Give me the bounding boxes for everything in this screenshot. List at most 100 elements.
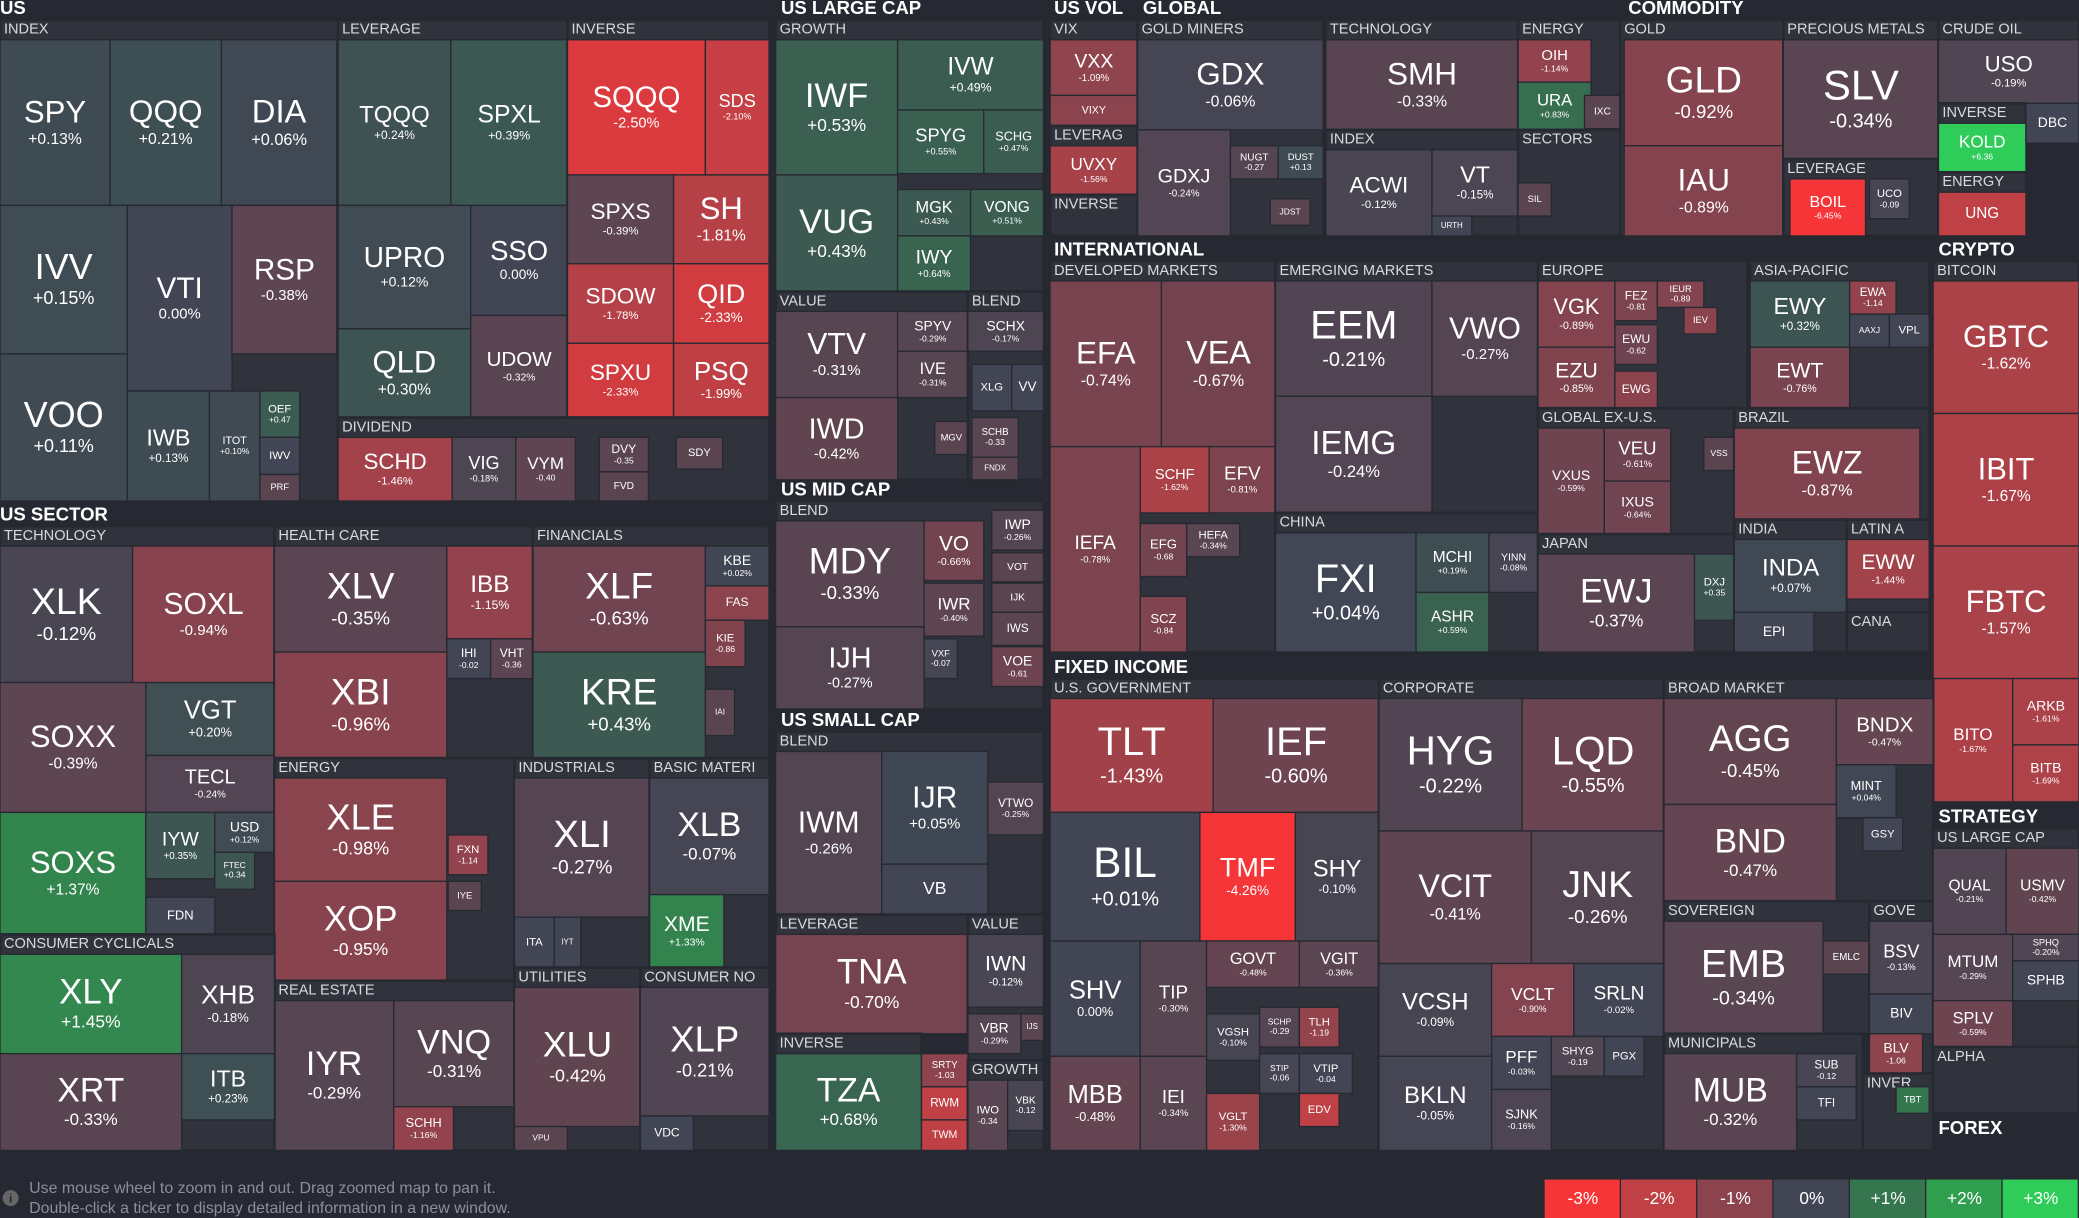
ticker-change[interactable]: -1.06 bbox=[1886, 1056, 1906, 1066]
ticker-tile[interactable] bbox=[991, 509, 1045, 551]
ticker-tile[interactable] bbox=[1932, 545, 2079, 680]
ticker-tile[interactable] bbox=[1749, 346, 1851, 409]
ticker-change[interactable]: -0.12% bbox=[1361, 199, 1397, 211]
ticker-label[interactable]: SPXS bbox=[590, 199, 650, 224]
ticker-change[interactable]: -0.05% bbox=[1416, 1109, 1454, 1123]
ticker-label[interactable]: SCHP bbox=[1268, 1017, 1292, 1027]
ticker-tile[interactable] bbox=[0, 1052, 183, 1152]
ticker-label[interactable]: FNDX bbox=[984, 464, 1006, 473]
ticker-label[interactable]: IWB bbox=[146, 425, 190, 451]
ticker-tile[interactable] bbox=[1139, 940, 1208, 1057]
ticker-label[interactable]: IEFA bbox=[1075, 533, 1117, 554]
ticker-label[interactable]: VPL bbox=[1899, 325, 1920, 337]
ticker-label[interactable]: SRLN bbox=[1593, 984, 1644, 1005]
ticker-change[interactable]: +0.04% bbox=[1312, 603, 1380, 625]
ticker-tile[interactable] bbox=[774, 174, 899, 293]
ticker-tile[interactable] bbox=[971, 456, 1019, 481]
ticker-change[interactable]: -0.60% bbox=[1265, 766, 1328, 788]
ticker-change[interactable]: -0.59% bbox=[1558, 483, 1586, 493]
ticker-tile[interactable] bbox=[273, 880, 448, 982]
ticker-label[interactable]: IJS bbox=[1026, 1022, 1037, 1031]
ticker-change[interactable]: -0.87% bbox=[1802, 482, 1853, 500]
ticker-change[interactable]: -1.03 bbox=[935, 1070, 955, 1080]
ticker-label[interactable]: TNA bbox=[837, 953, 907, 992]
ticker-label[interactable]: FAS bbox=[726, 595, 749, 609]
ticker-tile[interactable] bbox=[1049, 697, 1214, 814]
ticker-change[interactable]: -1.09% bbox=[1079, 73, 1110, 84]
ticker-change[interactable]: -0.19% bbox=[1991, 78, 2026, 90]
ticker-label[interactable]: IJH bbox=[828, 643, 871, 675]
ticker-label[interactable]: EDV bbox=[1308, 1104, 1332, 1116]
ticker-tile[interactable] bbox=[1431, 149, 1519, 217]
ticker-change[interactable]: -0.36% bbox=[1326, 967, 1354, 977]
ticker-tile[interactable] bbox=[896, 109, 985, 175]
ticker-label[interactable]: FBTC bbox=[1966, 584, 2047, 619]
ticker-change[interactable]: +0.59% bbox=[1438, 625, 1468, 635]
ticker-label[interactable]: SLV bbox=[1823, 62, 1899, 109]
ticker-label[interactable]: INDA bbox=[1762, 555, 1819, 582]
ticker-tile[interactable] bbox=[1932, 280, 2079, 415]
ticker-change[interactable]: -0.47% bbox=[1868, 738, 1901, 749]
ticker-label[interactable]: VONG bbox=[984, 199, 1030, 216]
ticker-label[interactable]: SHV bbox=[1069, 976, 1122, 1004]
ticker-tile[interactable] bbox=[923, 638, 958, 680]
ticker-tile[interactable] bbox=[1269, 198, 1311, 226]
ticker-label[interactable]: TBT bbox=[1904, 1094, 1922, 1104]
ticker-change[interactable]: 0.00% bbox=[500, 267, 539, 282]
ticker-change[interactable]: -0.29% bbox=[1959, 971, 1987, 981]
ticker-tile[interactable] bbox=[1049, 1055, 1141, 1152]
ticker-tile[interactable] bbox=[1537, 346, 1616, 409]
ticker-tile[interactable] bbox=[450, 39, 569, 207]
ticker-tile[interactable] bbox=[145, 754, 276, 814]
ticker-label[interactable]: MTUM bbox=[1948, 952, 1999, 971]
ticker-label[interactable]: JNK bbox=[1562, 863, 1633, 905]
ticker-label[interactable]: ITA bbox=[526, 936, 543, 948]
ticker-change[interactable]: +0.83% bbox=[1540, 109, 1570, 119]
ticker-tile[interactable] bbox=[971, 416, 1019, 458]
ticker-tile[interactable] bbox=[881, 750, 989, 865]
ticker-tile[interactable] bbox=[1868, 920, 1934, 995]
ticker-change[interactable]: +0.53% bbox=[807, 115, 866, 135]
ticker-change[interactable]: -0.90% bbox=[1519, 1004, 1547, 1014]
ticker-label[interactable]: GDX bbox=[1196, 55, 1264, 91]
ticker-tile[interactable] bbox=[971, 363, 1013, 412]
ticker-label[interactable]: XLG bbox=[981, 382, 1004, 394]
ticker-tile[interactable] bbox=[1868, 993, 1934, 1035]
ticker-tile[interactable] bbox=[532, 651, 707, 759]
ticker-label[interactable]: QUAL bbox=[1949, 878, 1992, 895]
ticker-tile[interactable] bbox=[1603, 1035, 1645, 1077]
ticker-change[interactable]: -0.10% bbox=[1219, 1038, 1247, 1048]
ticker-tile[interactable] bbox=[1537, 553, 1696, 653]
ticker-change[interactable]: +0.39% bbox=[488, 128, 530, 142]
ticker-tile[interactable] bbox=[896, 188, 972, 237]
ticker-label[interactable]: SPYG bbox=[915, 125, 966, 146]
ticker-tile[interactable] bbox=[513, 777, 651, 918]
ticker-label[interactable]: VIG bbox=[468, 453, 499, 473]
ticker-tile[interactable] bbox=[470, 314, 569, 419]
ticker-change[interactable]: -0.03% bbox=[1508, 1067, 1536, 1077]
ticker-tile[interactable] bbox=[1136, 129, 1232, 237]
ticker-change[interactable]: -0.12 bbox=[1817, 1071, 1837, 1081]
ticker-label[interactable]: IWF bbox=[805, 77, 868, 115]
ticker-label[interactable]: VB bbox=[923, 878, 947, 898]
ticker-tile[interactable] bbox=[923, 520, 985, 582]
ticker-label[interactable]: IYR bbox=[306, 1045, 362, 1083]
ticker-label[interactable]: OEF bbox=[268, 403, 291, 415]
ticker-tile[interactable] bbox=[1212, 697, 1380, 814]
ticker-change[interactable]: -0.59% bbox=[1959, 1027, 1987, 1037]
ticker-tile[interactable] bbox=[1298, 1092, 1340, 1128]
ticker-change[interactable]: +0.19% bbox=[1438, 565, 1468, 575]
ticker-label[interactable]: VV bbox=[1019, 379, 1037, 394]
ticker-label[interactable]: VGSH bbox=[1217, 1026, 1249, 1038]
ticker-tile[interactable] bbox=[1749, 280, 1851, 348]
ticker-tile[interactable] bbox=[983, 109, 1045, 175]
ticker-tile[interactable] bbox=[1199, 811, 1297, 942]
ticker-label[interactable]: XBI bbox=[331, 671, 391, 713]
ticker-label[interactable]: QQQ bbox=[129, 93, 203, 129]
ticker-label[interactable]: IWN bbox=[985, 952, 1026, 976]
ticker-change[interactable]: -2.33% bbox=[603, 387, 639, 399]
ticker-label[interactable]: SHY bbox=[1313, 855, 1362, 881]
ticker-tile[interactable] bbox=[470, 204, 569, 317]
ticker-tile[interactable] bbox=[447, 834, 489, 876]
ticker-label[interactable]: EWJ bbox=[1580, 573, 1652, 611]
